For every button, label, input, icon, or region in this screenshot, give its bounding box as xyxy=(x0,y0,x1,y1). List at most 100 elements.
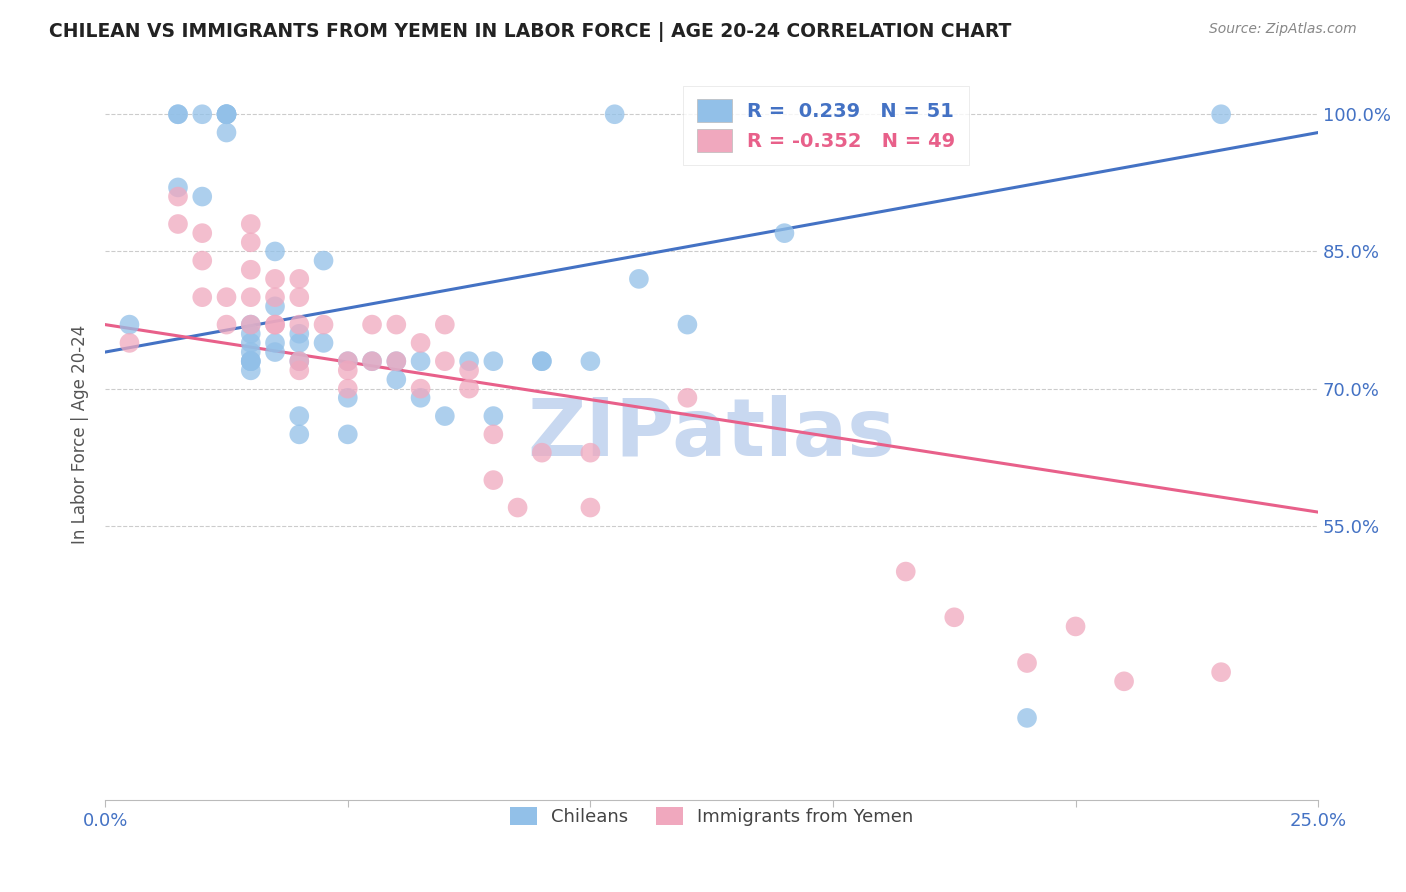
Point xyxy=(482,409,505,423)
Point xyxy=(894,565,917,579)
Point xyxy=(336,427,359,442)
Point xyxy=(458,354,481,368)
Point xyxy=(530,445,553,459)
Point xyxy=(433,409,456,423)
Legend: Chileans, Immigrants from Yemen: Chileans, Immigrants from Yemen xyxy=(501,797,922,835)
Point xyxy=(433,354,456,368)
Point xyxy=(264,318,287,332)
Point xyxy=(118,335,141,350)
Point xyxy=(215,107,238,121)
Point xyxy=(385,318,408,332)
Point xyxy=(215,107,238,121)
Point xyxy=(361,318,384,332)
Point xyxy=(458,363,481,377)
Point xyxy=(385,372,408,386)
Point xyxy=(239,326,262,341)
Point xyxy=(239,363,262,377)
Point xyxy=(385,354,408,368)
Point xyxy=(1015,656,1038,670)
Point xyxy=(336,391,359,405)
Point xyxy=(676,318,699,332)
Text: Source: ZipAtlas.com: Source: ZipAtlas.com xyxy=(1209,22,1357,37)
Point xyxy=(1015,711,1038,725)
Point xyxy=(264,318,287,332)
Point xyxy=(530,354,553,368)
Point xyxy=(312,253,335,268)
Point xyxy=(458,382,481,396)
Point xyxy=(167,180,190,194)
Point xyxy=(264,272,287,286)
Point xyxy=(239,235,262,250)
Point xyxy=(506,500,529,515)
Point xyxy=(1112,674,1135,689)
Point xyxy=(288,290,311,304)
Point xyxy=(336,354,359,368)
Point xyxy=(288,363,311,377)
Point xyxy=(239,290,262,304)
Point xyxy=(215,126,238,140)
Point xyxy=(579,354,602,368)
Point xyxy=(191,107,214,121)
Point xyxy=(409,354,432,368)
Point xyxy=(288,427,311,442)
Point xyxy=(118,318,141,332)
Point xyxy=(312,318,335,332)
Point xyxy=(676,391,699,405)
Point xyxy=(239,262,262,277)
Point xyxy=(288,409,311,423)
Point xyxy=(943,610,966,624)
Point xyxy=(264,244,287,259)
Point xyxy=(288,354,311,368)
Point xyxy=(239,345,262,359)
Point xyxy=(239,354,262,368)
Point xyxy=(336,354,359,368)
Point xyxy=(627,272,650,286)
Point xyxy=(191,290,214,304)
Text: CHILEAN VS IMMIGRANTS FROM YEMEN IN LABOR FORCE | AGE 20-24 CORRELATION CHART: CHILEAN VS IMMIGRANTS FROM YEMEN IN LABO… xyxy=(49,22,1011,42)
Point xyxy=(409,382,432,396)
Point xyxy=(239,354,262,368)
Point xyxy=(167,217,190,231)
Point xyxy=(1064,619,1087,633)
Point xyxy=(530,354,553,368)
Point xyxy=(482,473,505,487)
Point xyxy=(1209,107,1232,121)
Point xyxy=(239,318,262,332)
Point xyxy=(264,290,287,304)
Point xyxy=(336,363,359,377)
Point xyxy=(361,354,384,368)
Point xyxy=(409,391,432,405)
Point xyxy=(482,427,505,442)
Point xyxy=(215,107,238,121)
Point xyxy=(191,253,214,268)
Point xyxy=(215,107,238,121)
Point xyxy=(239,318,262,332)
Point xyxy=(603,107,626,121)
Point xyxy=(288,326,311,341)
Point xyxy=(264,345,287,359)
Point xyxy=(167,189,190,203)
Point xyxy=(167,107,190,121)
Point xyxy=(312,335,335,350)
Point xyxy=(215,290,238,304)
Text: ZIPatlas: ZIPatlas xyxy=(527,395,896,474)
Point xyxy=(239,217,262,231)
Point xyxy=(1209,665,1232,680)
Point xyxy=(288,272,311,286)
Point xyxy=(288,318,311,332)
Point xyxy=(191,226,214,240)
Point xyxy=(773,226,796,240)
Point xyxy=(361,354,384,368)
Point xyxy=(433,318,456,332)
Point xyxy=(579,500,602,515)
Point xyxy=(288,354,311,368)
Point xyxy=(239,354,262,368)
Point xyxy=(288,335,311,350)
Point xyxy=(215,318,238,332)
Point xyxy=(385,354,408,368)
Point xyxy=(579,445,602,459)
Point xyxy=(409,335,432,350)
Y-axis label: In Labor Force | Age 20-24: In Labor Force | Age 20-24 xyxy=(72,325,89,544)
Point xyxy=(191,189,214,203)
Point xyxy=(264,335,287,350)
